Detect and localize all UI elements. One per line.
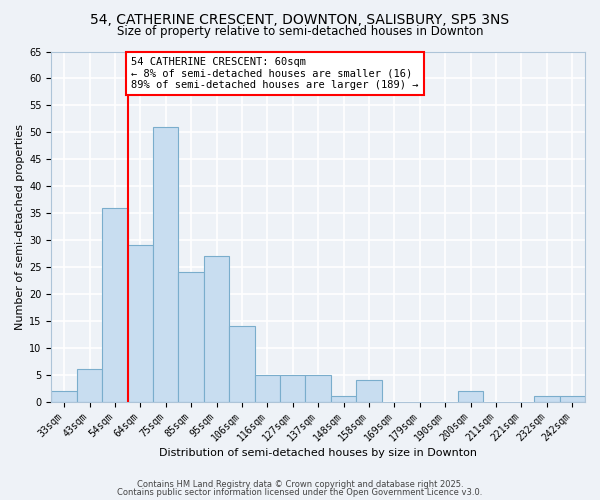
Bar — [305, 374, 331, 402]
Bar — [128, 246, 153, 402]
Bar — [153, 127, 178, 402]
X-axis label: Distribution of semi-detached houses by size in Downton: Distribution of semi-detached houses by … — [159, 448, 477, 458]
Bar — [254, 374, 280, 402]
Text: 54, CATHERINE CRESCENT, DOWNTON, SALISBURY, SP5 3NS: 54, CATHERINE CRESCENT, DOWNTON, SALISBU… — [91, 12, 509, 26]
Bar — [102, 208, 128, 402]
Bar — [331, 396, 356, 402]
Y-axis label: Number of semi-detached properties: Number of semi-detached properties — [15, 124, 25, 330]
Bar — [356, 380, 382, 402]
Bar — [280, 374, 305, 402]
Bar — [52, 391, 77, 402]
Bar — [534, 396, 560, 402]
Bar — [77, 370, 102, 402]
Text: Contains public sector information licensed under the Open Government Licence v3: Contains public sector information licen… — [118, 488, 482, 497]
Text: 54 CATHERINE CRESCENT: 60sqm
← 8% of semi-detached houses are smaller (16)
89% o: 54 CATHERINE CRESCENT: 60sqm ← 8% of sem… — [131, 57, 419, 90]
Bar — [204, 256, 229, 402]
Text: Contains HM Land Registry data © Crown copyright and database right 2025.: Contains HM Land Registry data © Crown c… — [137, 480, 463, 489]
Text: Size of property relative to semi-detached houses in Downton: Size of property relative to semi-detach… — [117, 25, 483, 38]
Bar — [458, 391, 484, 402]
Bar — [178, 272, 204, 402]
Bar — [229, 326, 254, 402]
Bar — [560, 396, 585, 402]
